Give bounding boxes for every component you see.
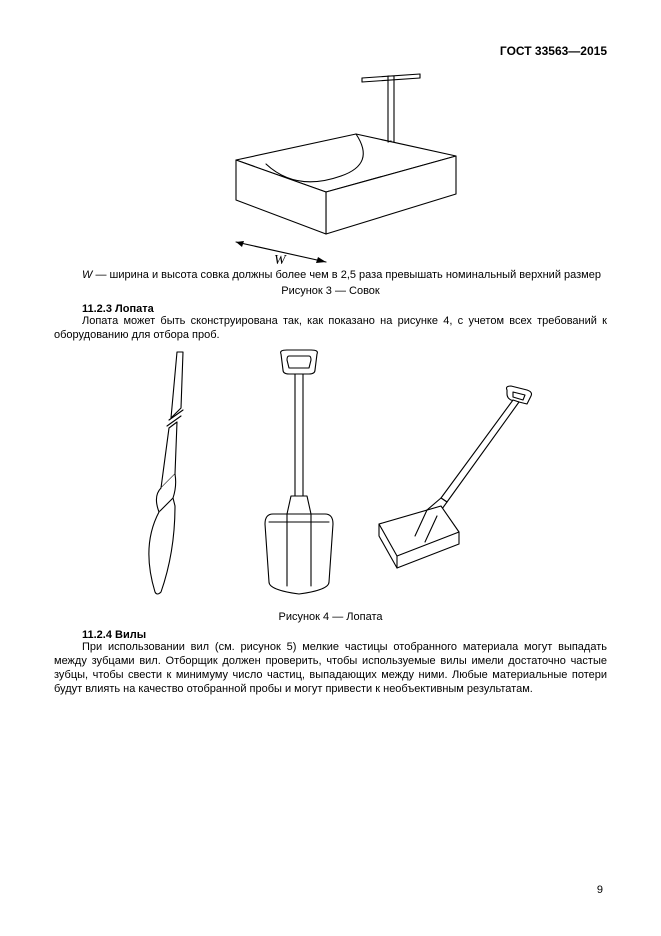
header-standard: ГОСТ 33563—2015 — [54, 44, 607, 58]
page-number: 9 — [597, 884, 603, 896]
fig3-description: W — ширина и высота совка должны более ч… — [54, 269, 607, 283]
figure-3: W — [54, 64, 607, 267]
scoop-illustration: W — [166, 64, 496, 264]
fig3-desc-text: — ширина и высота совка должны более чем… — [92, 269, 601, 281]
figure-4 — [54, 346, 607, 609]
section-11-2-3-title: 11.2.3 Лопата — [54, 303, 607, 315]
section-11-2-3-body: Лопата может быть сконструирована так, к… — [54, 315, 607, 343]
section-11-2-4-title: 11.2.4 Вилы — [54, 629, 607, 641]
shovel-illustration — [111, 346, 551, 606]
fig3-caption: Рисунок 3 — Совок — [54, 285, 607, 297]
page: ГОСТ 33563—2015 — [0, 0, 661, 936]
fig3-label-w: W — [274, 253, 287, 264]
fig3-var: W — [82, 269, 92, 281]
section-11-2-4-body: При использовании вил (см. рисунок 5) ме… — [54, 641, 607, 696]
fig4-caption: Рисунок 4 — Лопата — [54, 611, 607, 623]
